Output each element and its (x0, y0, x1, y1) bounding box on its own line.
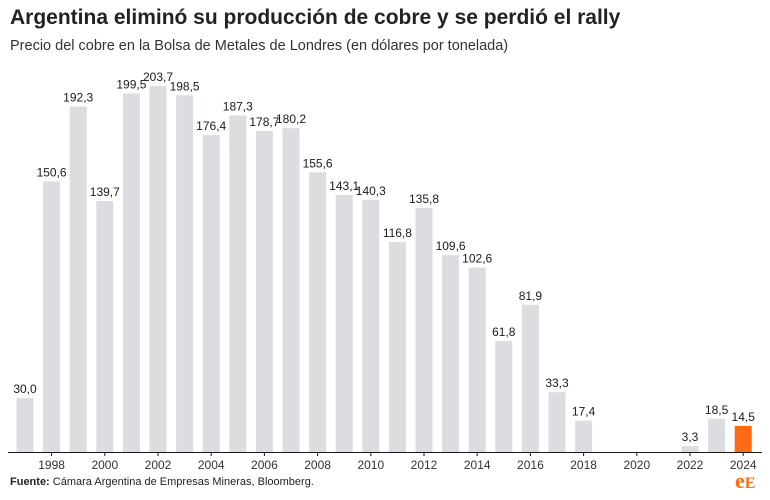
x-tick-label-2024: 2024 (730, 458, 757, 470)
x-tick-label-2006: 2006 (251, 458, 278, 470)
source-label: Fuente: (10, 476, 50, 488)
x-tick-label-2000: 2000 (91, 458, 118, 470)
data-label-2003: 198,5 (170, 79, 200, 93)
data-label-1999: 192,3 (63, 91, 93, 105)
bar-1999 (69, 106, 87, 452)
bar-2012 (415, 208, 433, 452)
data-label-2022: 3,3 (682, 430, 699, 444)
bar-2024 (734, 425, 752, 452)
publisher-logo: eE (735, 468, 756, 493)
x-tick-label-2002: 2002 (145, 458, 172, 470)
x-tick-label-2014: 2014 (464, 458, 491, 470)
source-note: Fuente: Cámara Argentina de Empresas Min… (10, 476, 314, 488)
x-tick-label-2008: 2008 (304, 458, 331, 470)
data-label-2024: 14,5 (732, 410, 756, 424)
bars-group (16, 86, 752, 453)
x-tick-label-2022: 2022 (677, 458, 704, 470)
bar-2023 (708, 418, 726, 452)
source-text: Cámara Argentina de Empresas Mineras, Bl… (52, 476, 314, 488)
bar-2011 (388, 242, 406, 452)
bar-2014 (468, 267, 486, 452)
bar-2010 (362, 199, 380, 452)
bar-2017 (548, 392, 566, 452)
x-tick-label-2020: 2020 (623, 458, 650, 470)
bar-2006 (255, 130, 273, 452)
data-label-2002: 203,7 (143, 70, 173, 84)
data-label-2001: 199,5 (116, 78, 146, 92)
bar-2008 (309, 172, 327, 452)
data-label-2009: 143,1 (329, 179, 359, 193)
data-label-2005: 187,3 (223, 100, 253, 114)
bar-2002 (149, 86, 167, 452)
data-label-2014: 102,6 (462, 252, 492, 266)
data-label-2008: 155,6 (303, 156, 333, 170)
data-label-2018: 17,4 (572, 405, 596, 419)
data-label-2023: 18,5 (705, 403, 729, 417)
x-tick-label-1998: 1998 (38, 458, 65, 470)
x-ticks-group: 1998 2000 2002 2004 2006 2008 2010 2012 2014 2016… (38, 452, 757, 470)
data-label-2012: 135,8 (409, 192, 439, 206)
bar-2005 (229, 115, 247, 452)
data-label-2015: 61,8 (492, 325, 516, 339)
bar-2009 (335, 194, 353, 452)
bar-2018 (575, 420, 593, 452)
data-label-2004: 176,4 (196, 119, 226, 133)
bar-2015 (495, 341, 513, 452)
data-label-2007: 180,2 (276, 112, 306, 126)
data-label-2011: 116,8 (383, 226, 412, 240)
bar-2000 (96, 201, 114, 452)
data-label-2016: 81,9 (519, 289, 543, 303)
chart-subtitle: Precio del cobre en la Bolsa de Metales … (10, 38, 509, 54)
bar-2001 (122, 93, 140, 452)
data-label-1998: 150,6 (37, 165, 67, 179)
x-tick-label-2018: 2018 (570, 458, 597, 470)
data-label-2013: 109,6 (436, 239, 466, 253)
bar-1997 (16, 398, 34, 452)
bar-2022 (681, 446, 699, 452)
data-label-2000: 139,7 (90, 185, 120, 199)
bar-2003 (176, 95, 194, 453)
data-label-1997: 30,0 (13, 382, 37, 396)
x-tick-label-2012: 2012 (411, 458, 438, 470)
x-tick-label-2016: 2016 (517, 458, 544, 470)
bar-2013 (442, 255, 460, 452)
bar-2016 (521, 304, 539, 452)
data-label-2017: 33,3 (545, 376, 569, 390)
bar-2004 (202, 135, 220, 452)
x-tick-label-2010: 2010 (357, 458, 384, 470)
data-label-2010: 140,3 (356, 184, 386, 198)
chart-title: Argentina eliminó su producción de cobre… (10, 6, 621, 29)
bar-2007 (282, 128, 300, 452)
x-tick-label-2004: 2004 (198, 458, 225, 470)
data-label-2006: 178,7 (249, 115, 279, 129)
bar-1998 (43, 181, 61, 452)
